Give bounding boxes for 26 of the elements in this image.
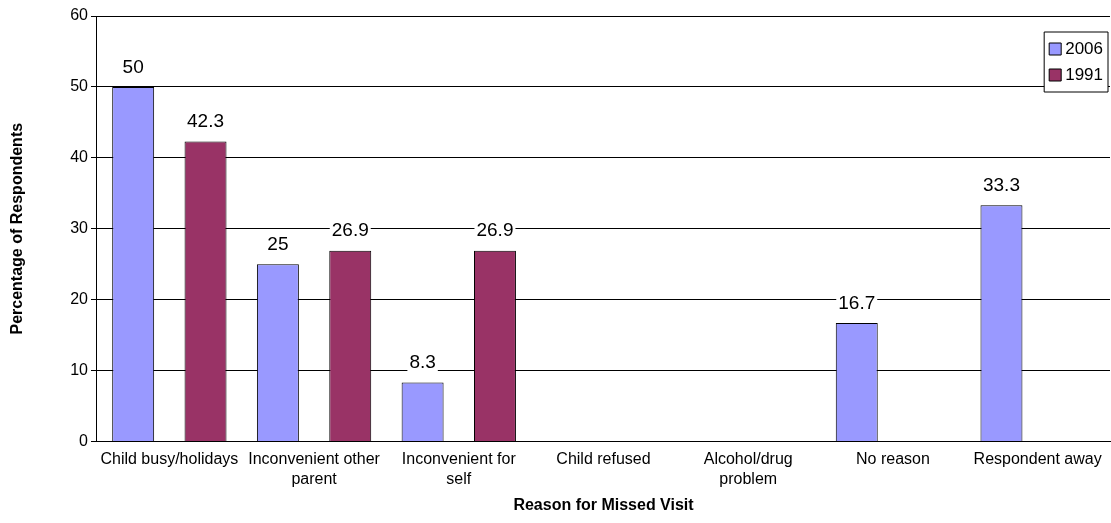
- data-label: 25: [267, 232, 289, 254]
- y-tick-label: 60: [70, 6, 89, 24]
- x-tick-label: Inconvenient other parent: [248, 450, 381, 487]
- y-tick-label: 30: [70, 219, 89, 237]
- x-tick-label: Alcohol/drug problem: [703, 450, 793, 487]
- y-tick-label: 0: [79, 431, 89, 449]
- y-axis-title: Percentage of Respondents: [8, 122, 26, 335]
- data-label: 26.9: [331, 219, 369, 241]
- x-tick-label: Inconvenient for self: [401, 450, 517, 487]
- y-tick-label: 10: [70, 360, 89, 378]
- x-tick-label: Child busy/holidays: [100, 450, 239, 468]
- x-tick-label: Respondent away: [973, 450, 1102, 468]
- x-tick-label: No reason: [856, 450, 930, 468]
- legend-label: 2006: [1065, 38, 1104, 58]
- data-label: 50: [122, 55, 144, 77]
- y-tick-label: 40: [70, 148, 89, 166]
- data-label: 26.9: [476, 219, 514, 241]
- x-tick-label: Child refused: [556, 450, 651, 468]
- legend-label: 1991: [1065, 64, 1104, 84]
- data-label: 42.3: [187, 110, 225, 132]
- data-label: 33.3: [982, 174, 1020, 196]
- y-tick-label: 20: [70, 290, 89, 308]
- data-label: 16.7: [838, 291, 876, 313]
- data-label: 8.3: [409, 351, 436, 373]
- y-tick-label: 50: [70, 77, 89, 95]
- x-axis-title: Reason for Missed Visit: [513, 495, 695, 513]
